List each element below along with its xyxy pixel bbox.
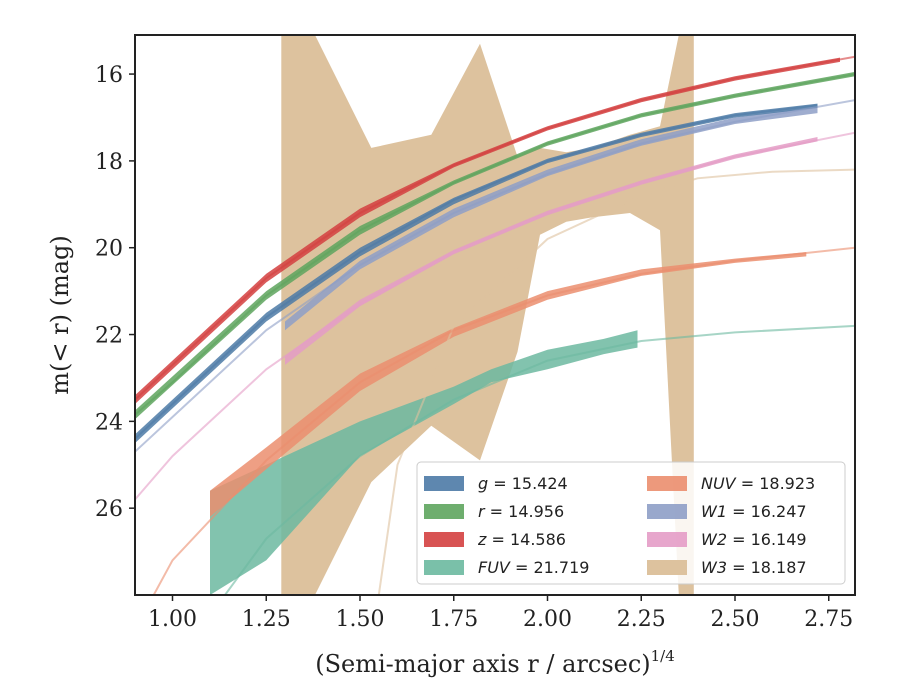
legend-entry-w3: W3 = 18.187 [647,558,807,577]
legend-label-g: g = 15.424 [478,474,568,493]
x-axis-label-superscript: 1/4 [651,647,675,665]
y-tick-label: 16 [95,63,123,88]
y-axis-ticks: 16 18 20 22 24 26 [95,63,135,522]
y-tick-label: 20 [95,237,123,262]
legend-swatch-g [424,476,464,491]
legend-swatch-fuv [424,560,464,575]
x-tick-label: 2.00 [523,607,572,632]
legend-swatch-w3 [647,560,687,575]
legend-entry-w2: W2 = 16.149 [647,530,807,549]
x-axis-label: (Semi-major axis r / arcsec)1/4 [315,647,675,678]
legend-label-r: r = 14.956 [478,502,564,521]
legend-swatch-z [424,532,464,547]
legend-label-nuv: NUV = 18.923 [701,474,815,493]
legend-entry-z: z = 14.586 [424,530,566,549]
x-axis-ticks: 1.00 1.25 1.50 1.75 2.00 2.25 2.50 2.75 [148,595,853,632]
model-r [135,73,855,416]
x-tick-label: 1.50 [336,607,385,632]
y-tick-label: 22 [95,324,123,349]
legend-entry-nuv: NUV = 18.923 [647,474,815,493]
model-fuv [224,324,855,595]
legend-swatch-nuv [647,476,687,491]
x-tick-label: 1.00 [148,607,197,632]
y-axis-label: m(< r) (mag) [46,235,74,394]
legend-entry-fuv: FUV = 21.719 [424,558,589,577]
legend-label-fuv: FUV = 21.719 [478,558,589,577]
model-nuv [152,246,855,595]
legend-entry-g: g = 15.424 [424,474,568,493]
model-g [135,104,818,440]
legend-label-z: z = 14.586 [477,530,566,549]
uncertainty-bands [135,35,855,595]
y-tick-label: 26 [95,497,123,522]
legend-entry-w1: W1 = 16.247 [647,502,807,521]
x-axis-label-text: (Semi-major axis r / arcsec) [315,650,650,678]
plot-frame [134,34,856,596]
x-tick-label: 2.50 [711,607,760,632]
model-w3 [377,168,855,595]
legend-label-w1: W1 = 16.247 [701,502,807,521]
model-w2 [135,131,855,501]
x-tick-label: 2.25 [617,607,666,632]
legend-label-w2: W2 = 16.149 [701,530,807,549]
x-tick-label: 2.75 [804,607,853,632]
x-tick-label: 1.75 [429,607,478,632]
model-curves [135,55,855,595]
legend-swatch-w1 [647,504,687,519]
legend-box [416,461,846,585]
legend-swatch-r [424,504,464,519]
y-tick-label: 24 [95,410,123,435]
model-w1 [135,99,855,453]
band-fuv [210,330,638,595]
x-tick-label: 1.25 [242,607,291,632]
legend-swatch-w2 [647,532,687,547]
legend-entry-r: r = 14.956 [424,502,564,521]
legend-label-w3: W3 = 18.187 [701,558,807,577]
legend: g = 15.424 r = 14.956 z = 14.586 FUV = 21.7… [416,461,846,585]
y-tick-label: 18 [95,150,123,175]
model-z [135,55,855,401]
